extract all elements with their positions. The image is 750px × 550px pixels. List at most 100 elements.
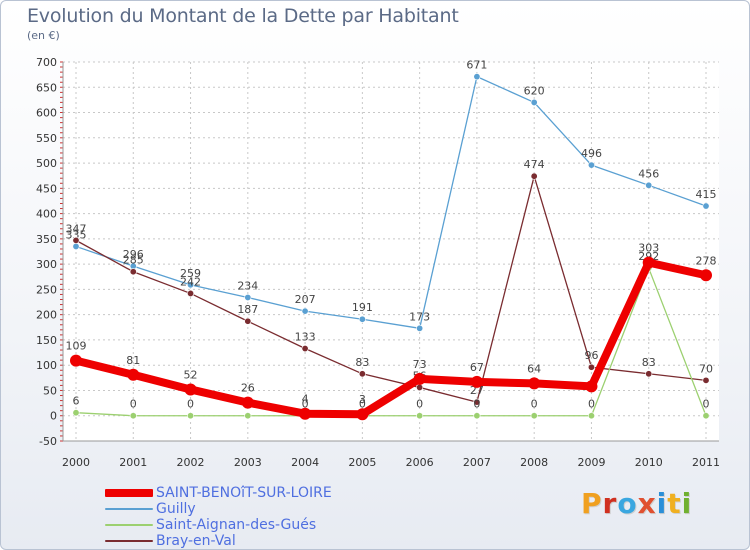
data-point [241, 396, 254, 409]
data-label: 133 [295, 331, 316, 344]
data-label: 27 [470, 384, 484, 397]
legend-swatch [105, 524, 153, 526]
chart-subtitle: (en €) [27, 29, 60, 42]
data-point [416, 324, 424, 332]
data-point [702, 376, 710, 384]
plot-area [63, 62, 719, 441]
data-label: 347 [66, 222, 87, 235]
data-label: 6 [73, 395, 80, 408]
data-point [702, 412, 710, 420]
data-point [528, 377, 541, 390]
data-label: 83 [642, 356, 656, 369]
data-point [127, 368, 140, 381]
y-tick-label: 200 [36, 309, 57, 322]
logo-letter: t [667, 487, 682, 520]
y-tick-label: 400 [36, 208, 57, 221]
data-label: 620 [524, 84, 545, 97]
data-label: 0 [302, 398, 309, 411]
data-label: 278 [696, 254, 717, 267]
data-point [530, 172, 538, 180]
data-label: 0 [416, 398, 423, 411]
data-point [530, 412, 538, 420]
data-point [700, 269, 712, 282]
data-label: 0 [473, 398, 480, 411]
data-point [702, 202, 710, 210]
y-tick-label: 700 [36, 56, 57, 69]
data-point [187, 289, 195, 297]
data-label: 456 [638, 167, 659, 180]
logo-letter: P [581, 487, 603, 520]
data-label: 335 [66, 228, 87, 241]
x-tick-label: 2007 [463, 456, 491, 469]
logo-letter: o [617, 487, 638, 520]
logo-letter: i [656, 487, 668, 520]
data-point [244, 317, 252, 325]
y-tick-label: 300 [36, 258, 57, 271]
data-label: 234 [237, 279, 258, 292]
series-line [75, 76, 707, 329]
x-tick-label: 2004 [291, 456, 319, 469]
data-point [72, 409, 80, 417]
legend-label: Bray-en-Val [156, 533, 236, 549]
series-3: 109 81 52 26 4 3 73 67 64 303 278 [66, 242, 717, 421]
data-label: 296 [123, 248, 144, 261]
series-line [75, 267, 707, 417]
series-line [72, 258, 710, 419]
data-point [587, 412, 595, 420]
x-tick-label: 2001 [119, 456, 147, 469]
y-tick-label: 600 [36, 107, 57, 120]
data-label: 0 [359, 398, 366, 411]
logo-letter: i [681, 487, 693, 520]
data-label: 303 [638, 242, 659, 255]
data-point [642, 256, 655, 269]
legend-swatch [105, 508, 153, 510]
data-label: 3 [359, 393, 366, 406]
y-tick-label: -50 [39, 435, 57, 448]
data-label: 73 [413, 358, 427, 371]
data-point [645, 370, 653, 378]
data-label: 96 [584, 349, 598, 362]
y-tick-label: 150 [36, 334, 57, 347]
data-point [129, 412, 137, 420]
data-label: 474 [524, 158, 545, 171]
data-label: 4 [302, 393, 309, 406]
data-point [416, 412, 424, 420]
x-tick-label: 2008 [520, 456, 548, 469]
y-tick-label: 100 [36, 359, 57, 372]
data-point [587, 363, 595, 371]
x-tick-label: 2003 [234, 456, 262, 469]
x-tick-label: 2010 [635, 456, 663, 469]
y-tick-label: 250 [36, 283, 57, 296]
data-point [473, 73, 481, 81]
data-label: 0 [187, 398, 194, 411]
data-point [530, 98, 538, 106]
y-tick-label: 450 [36, 182, 57, 195]
data-label: 173 [409, 310, 430, 323]
series-2: 60000000002920 [72, 250, 710, 420]
data-label: 191 [352, 301, 373, 314]
data-point [301, 307, 309, 315]
x-tick-label: 2011 [692, 456, 720, 469]
data-point [470, 375, 483, 388]
data-label: 187 [237, 303, 258, 316]
x-tick-label: 2000 [62, 456, 90, 469]
y-tick-label: 50 [43, 384, 57, 397]
data-point [299, 407, 312, 420]
data-point [358, 370, 366, 378]
legend-label: SAINT-BENOîT-SUR-LOIRE [156, 485, 332, 501]
data-label: 0 [130, 398, 137, 411]
data-point [244, 293, 252, 301]
y-tick-label: 500 [36, 157, 57, 170]
data-label: 52 [184, 368, 198, 381]
data-label: 64 [527, 362, 541, 375]
data-label: 83 [355, 356, 369, 369]
legend-swatch [105, 540, 153, 542]
data-point [356, 408, 369, 421]
data-label: 0 [588, 398, 595, 411]
data-point [187, 412, 195, 420]
x-tick-label: 2006 [406, 456, 434, 469]
data-label: 207 [295, 293, 316, 306]
data-point [72, 242, 80, 250]
